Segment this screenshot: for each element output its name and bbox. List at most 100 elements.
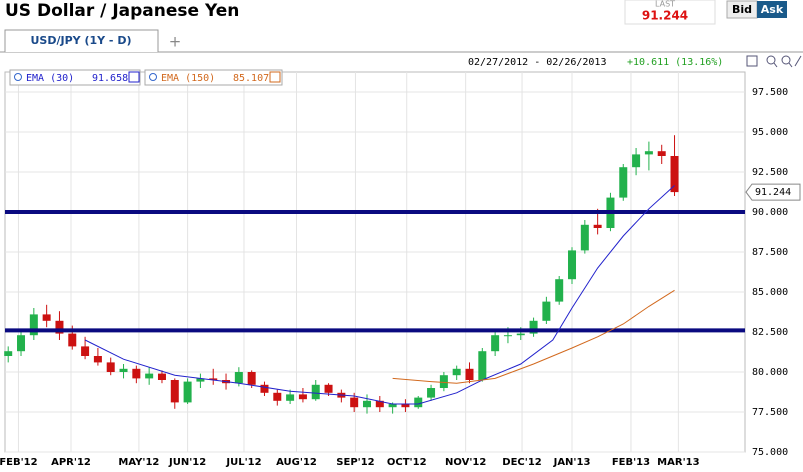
candle-body (286, 394, 295, 401)
legend: EMA (30) 91.658 EMA (150) 85.107 (9, 69, 283, 86)
ema-line (84, 185, 675, 405)
candle-body (555, 279, 564, 302)
candle-body (619, 167, 628, 198)
y-tick-label: 85.000 (752, 287, 788, 298)
legend-close[interactable] (269, 71, 281, 83)
candle-body (170, 380, 179, 403)
candle-body (644, 151, 653, 155)
candle-body (145, 373, 154, 379)
candle-body (529, 320, 538, 334)
y-tick-label: 92.500 (752, 167, 788, 178)
y-tick-label: 95.000 (752, 127, 788, 138)
candle-body (4, 351, 13, 356)
x-tick-label: MAR'13 (657, 457, 699, 468)
candle-body (196, 378, 205, 382)
candle-body (17, 335, 26, 352)
candle-body (68, 333, 77, 347)
candle-body (414, 397, 423, 408)
candle-body (298, 394, 307, 400)
x-tick-label: SEP'12 (336, 457, 374, 468)
legend-value: 91.658 (92, 73, 128, 84)
candle-body (542, 301, 551, 321)
x-tick-label: JUL'12 (225, 457, 261, 468)
legend-box (9, 69, 141, 86)
candle-body (593, 224, 602, 228)
candle-body (375, 400, 384, 408)
last-price: 91.244 (642, 9, 688, 23)
candle-body (465, 368, 474, 380)
legend-name: EMA (150) (161, 73, 215, 84)
candle-body (260, 384, 269, 393)
candle-body (478, 351, 487, 380)
tab[interactable] (4, 29, 159, 52)
candle-body (119, 368, 128, 372)
change: +10.611 (13.16%) (627, 57, 723, 68)
candle-body (350, 397, 359, 408)
date-range: 02/27/2012 - 02/26/2013 (468, 57, 606, 68)
x-tick-label: DEC'12 (502, 457, 541, 468)
y-tick-label: 97.500 (752, 87, 788, 98)
candle-body (247, 372, 256, 385)
legend-name: EMA (30) (26, 73, 74, 84)
x-tick-label: APR'12 (51, 457, 91, 468)
candle-body (516, 333, 525, 336)
candle-body (670, 156, 679, 193)
legend-box (144, 69, 283, 86)
candle-body (439, 375, 448, 388)
candle-body (29, 314, 38, 336)
candle-body (401, 404, 410, 408)
candle-body (106, 362, 115, 372)
candle-body (183, 381, 192, 403)
x-tick-label: MAY'12 (118, 457, 159, 468)
ask-label[interactable]: Ask (761, 3, 784, 16)
candle-body (157, 373, 166, 380)
x-tick-label: AUG'12 (276, 457, 317, 468)
x-tick-label: FEB'12 (0, 457, 38, 468)
ema-line (392, 289, 675, 384)
y-tick-label: 75.000 (752, 447, 788, 458)
candle-body (55, 320, 64, 334)
price-marker (745, 183, 801, 201)
bid-label[interactable]: Bid (732, 3, 752, 16)
candle-body (42, 314, 51, 321)
x-tick-label: JUN'12 (168, 457, 206, 468)
candle-body (503, 335, 512, 337)
candle-body (234, 372, 243, 384)
legend-value: 85.107 (233, 73, 269, 84)
last-label: LAST (655, 0, 675, 9)
candle-body (427, 388, 436, 398)
legend-radio[interactable] (149, 73, 157, 81)
add-tab[interactable]: + (169, 33, 182, 51)
candle-body (81, 346, 90, 356)
candle-body (324, 384, 333, 393)
candle-body (657, 151, 666, 156)
candle-body (93, 356, 102, 363)
candle-body (632, 154, 641, 168)
ask-button[interactable] (757, 1, 787, 18)
candle-body (132, 368, 141, 379)
plot-frame (4, 71, 746, 453)
candle-body (209, 378, 218, 380)
y-tick-label: 90.000 (752, 207, 788, 218)
legend-close[interactable] (128, 71, 140, 83)
y-tick-label: 82.500 (752, 327, 788, 338)
x-tick-label: JAN'13 (553, 457, 591, 468)
candle-body (568, 250, 577, 280)
tab-label[interactable]: USD/JPY (1Y - D) (31, 34, 132, 47)
toolbar[interactable] (746, 55, 802, 68)
candle-body (491, 335, 500, 352)
legend-radio[interactable] (14, 73, 22, 81)
candle-body (273, 392, 282, 401)
candle-body (388, 404, 397, 408)
y-tick-label: 77.500 (752, 407, 788, 418)
title: US Dollar / Japanese Yen (5, 1, 239, 21)
candle-body (362, 400, 371, 408)
last-box (624, 0, 716, 25)
candle-body (311, 384, 320, 400)
y-tick-label: 80.000 (752, 367, 788, 378)
candle-body (452, 368, 461, 376)
y-tick-label: 87.500 (752, 247, 788, 258)
x-tick-label: FEB'13 (612, 457, 650, 468)
candle-body (580, 224, 589, 251)
